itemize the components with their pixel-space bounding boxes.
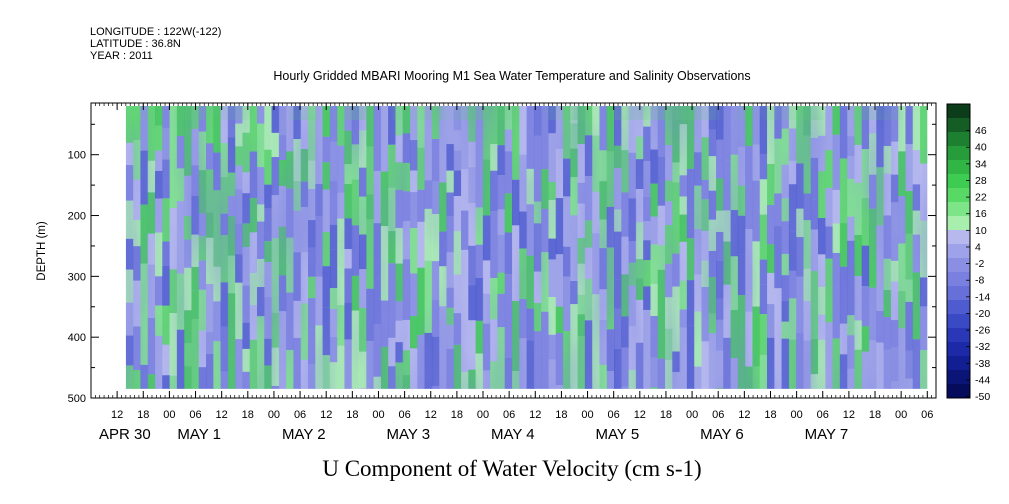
x-tick-label: 06 [189, 409, 201, 421]
colorbar-label: 40 [975, 142, 987, 154]
x-tick-label: 00 [581, 409, 593, 421]
colorbar-label: -32 [975, 341, 990, 353]
colorbar-label: -50 [975, 391, 990, 403]
x-tick-label: 18 [555, 409, 567, 421]
longitude-label: LONGITUDE : 122W(-122) [90, 26, 221, 38]
colorbar-swatch [947, 230, 970, 245]
colorbar-label: -20 [975, 308, 990, 320]
colorbar-swatch [947, 202, 970, 217]
x-day-label: MAY 7 [805, 426, 849, 443]
x-tick-label: 12 [634, 409, 646, 421]
colorbar-swatch [947, 216, 970, 231]
y-tick-label: 500 [68, 393, 86, 405]
colorbar-frame [946, 103, 971, 399]
field-texture [125, 106, 928, 389]
colorbar-label: 28 [975, 175, 987, 187]
x-axis-label: U Component of Water Velocity (cm s-1) [322, 456, 701, 481]
colorbar-label: -44 [975, 374, 990, 386]
latitude-label: LATITUDE : 36.8N [90, 38, 181, 50]
colorbar-label: 10 [975, 225, 987, 237]
x-tick-label: 06 [921, 409, 933, 421]
colorbar-swatch [947, 244, 970, 259]
colorbar-swatch [947, 104, 970, 119]
colorbar-label: 4 [975, 241, 981, 253]
x-tick-label: 18 [451, 409, 463, 421]
colorbar-swatch [947, 188, 970, 203]
colorbar-swatch [947, 146, 970, 161]
x-tick-label: 00 [686, 409, 698, 421]
heatmap-field [125, 106, 928, 389]
y-tick-label: 200 [68, 211, 86, 223]
x-tick-label: 00 [477, 409, 489, 421]
y-tick-label: 400 [68, 332, 86, 344]
x-tick-label: 18 [346, 409, 358, 421]
colorbar-label: -14 [975, 291, 990, 303]
colorbar-swatch [947, 160, 970, 175]
x-day-label: MAY 3 [386, 426, 430, 443]
x-tick-label: 00 [790, 409, 802, 421]
colorbar-swatch [947, 384, 970, 399]
colorbar-label: -2 [975, 258, 984, 270]
year-label: YEAR : 2011 [90, 50, 153, 62]
colorbar: 46 40 34 28 22 16 10 4 -2 -8 -14 -20 -26 -32 -38 -44 -50 [946, 103, 990, 403]
x-day-label: MAY 2 [282, 426, 326, 443]
x-tick-label: 06 [817, 409, 829, 421]
colorbar-label: 46 [975, 125, 987, 137]
colorbar-swatch [947, 174, 970, 189]
colorbar-label: 16 [975, 208, 987, 220]
chart-title: Hourly Gridded MBARI Mooring M1 Sea Wate… [273, 69, 750, 83]
colorbar-swatch [947, 314, 970, 329]
colorbar-swatch [947, 118, 970, 133]
colorbar-label: -8 [975, 275, 984, 287]
x-tick-label: 12 [320, 409, 332, 421]
x-tick-label: 12 [529, 409, 541, 421]
x-tick-label: 06 [503, 409, 515, 421]
y-tick-label: 100 [68, 150, 86, 162]
x-tick-label: 12 [738, 409, 750, 421]
x-tick-label: 00 [372, 409, 384, 421]
colorbar-swatch [947, 272, 970, 287]
x-tick-label: 18 [764, 409, 776, 421]
colorbar-label: -38 [975, 358, 990, 370]
x-tick-label: 00 [163, 409, 175, 421]
x-day-label: MAY 5 [596, 426, 640, 443]
colorbar-label: 34 [975, 158, 987, 170]
x-tick-label: 12 [425, 409, 437, 421]
colorbar-swatch [947, 356, 970, 371]
y-axis-label: DEPTH (m) [36, 221, 48, 281]
colorbar-label: 22 [975, 192, 987, 204]
y-axis: 100 200 300 400 500 [68, 123, 936, 405]
x-tick-label: 12 [216, 409, 228, 421]
x-tick-label: 18 [869, 409, 881, 421]
x-tick-label: 06 [712, 409, 724, 421]
x-tick-label: 12 [843, 409, 855, 421]
x-tick-label: 06 [608, 409, 620, 421]
x-day-label: MAY 1 [177, 426, 221, 443]
x-day-label: MAY 4 [491, 426, 535, 443]
x-tick-label: 00 [268, 409, 280, 421]
y-tick-label: 300 [68, 271, 86, 283]
x-tick-label: 06 [398, 409, 410, 421]
colorbar-swatch [947, 342, 970, 357]
colorbar-label: -26 [975, 325, 990, 337]
colorbar-swatch [947, 258, 970, 273]
x-tick-label: 06 [294, 409, 306, 421]
colorbar-swatch [947, 300, 970, 315]
x-day-label: APR 30 [99, 426, 151, 443]
colorbar-swatch [947, 370, 970, 385]
x-tick-label: 12 [111, 409, 123, 421]
colorbar-swatch [947, 286, 970, 301]
x-day-label: MAY 6 [700, 426, 744, 443]
x-tick-label: 18 [137, 409, 149, 421]
x-axis: 12 18 00 06 12 18 00 06 12 18 00 06 12 18 00 06 12 18 00 06… [90, 103, 937, 443]
x-tick-label: 18 [242, 409, 254, 421]
colorbar-swatch [947, 328, 970, 343]
colorbar-swatch [947, 132, 970, 147]
x-tick-label: 00 [895, 409, 907, 421]
x-tick-label: 18 [660, 409, 672, 421]
